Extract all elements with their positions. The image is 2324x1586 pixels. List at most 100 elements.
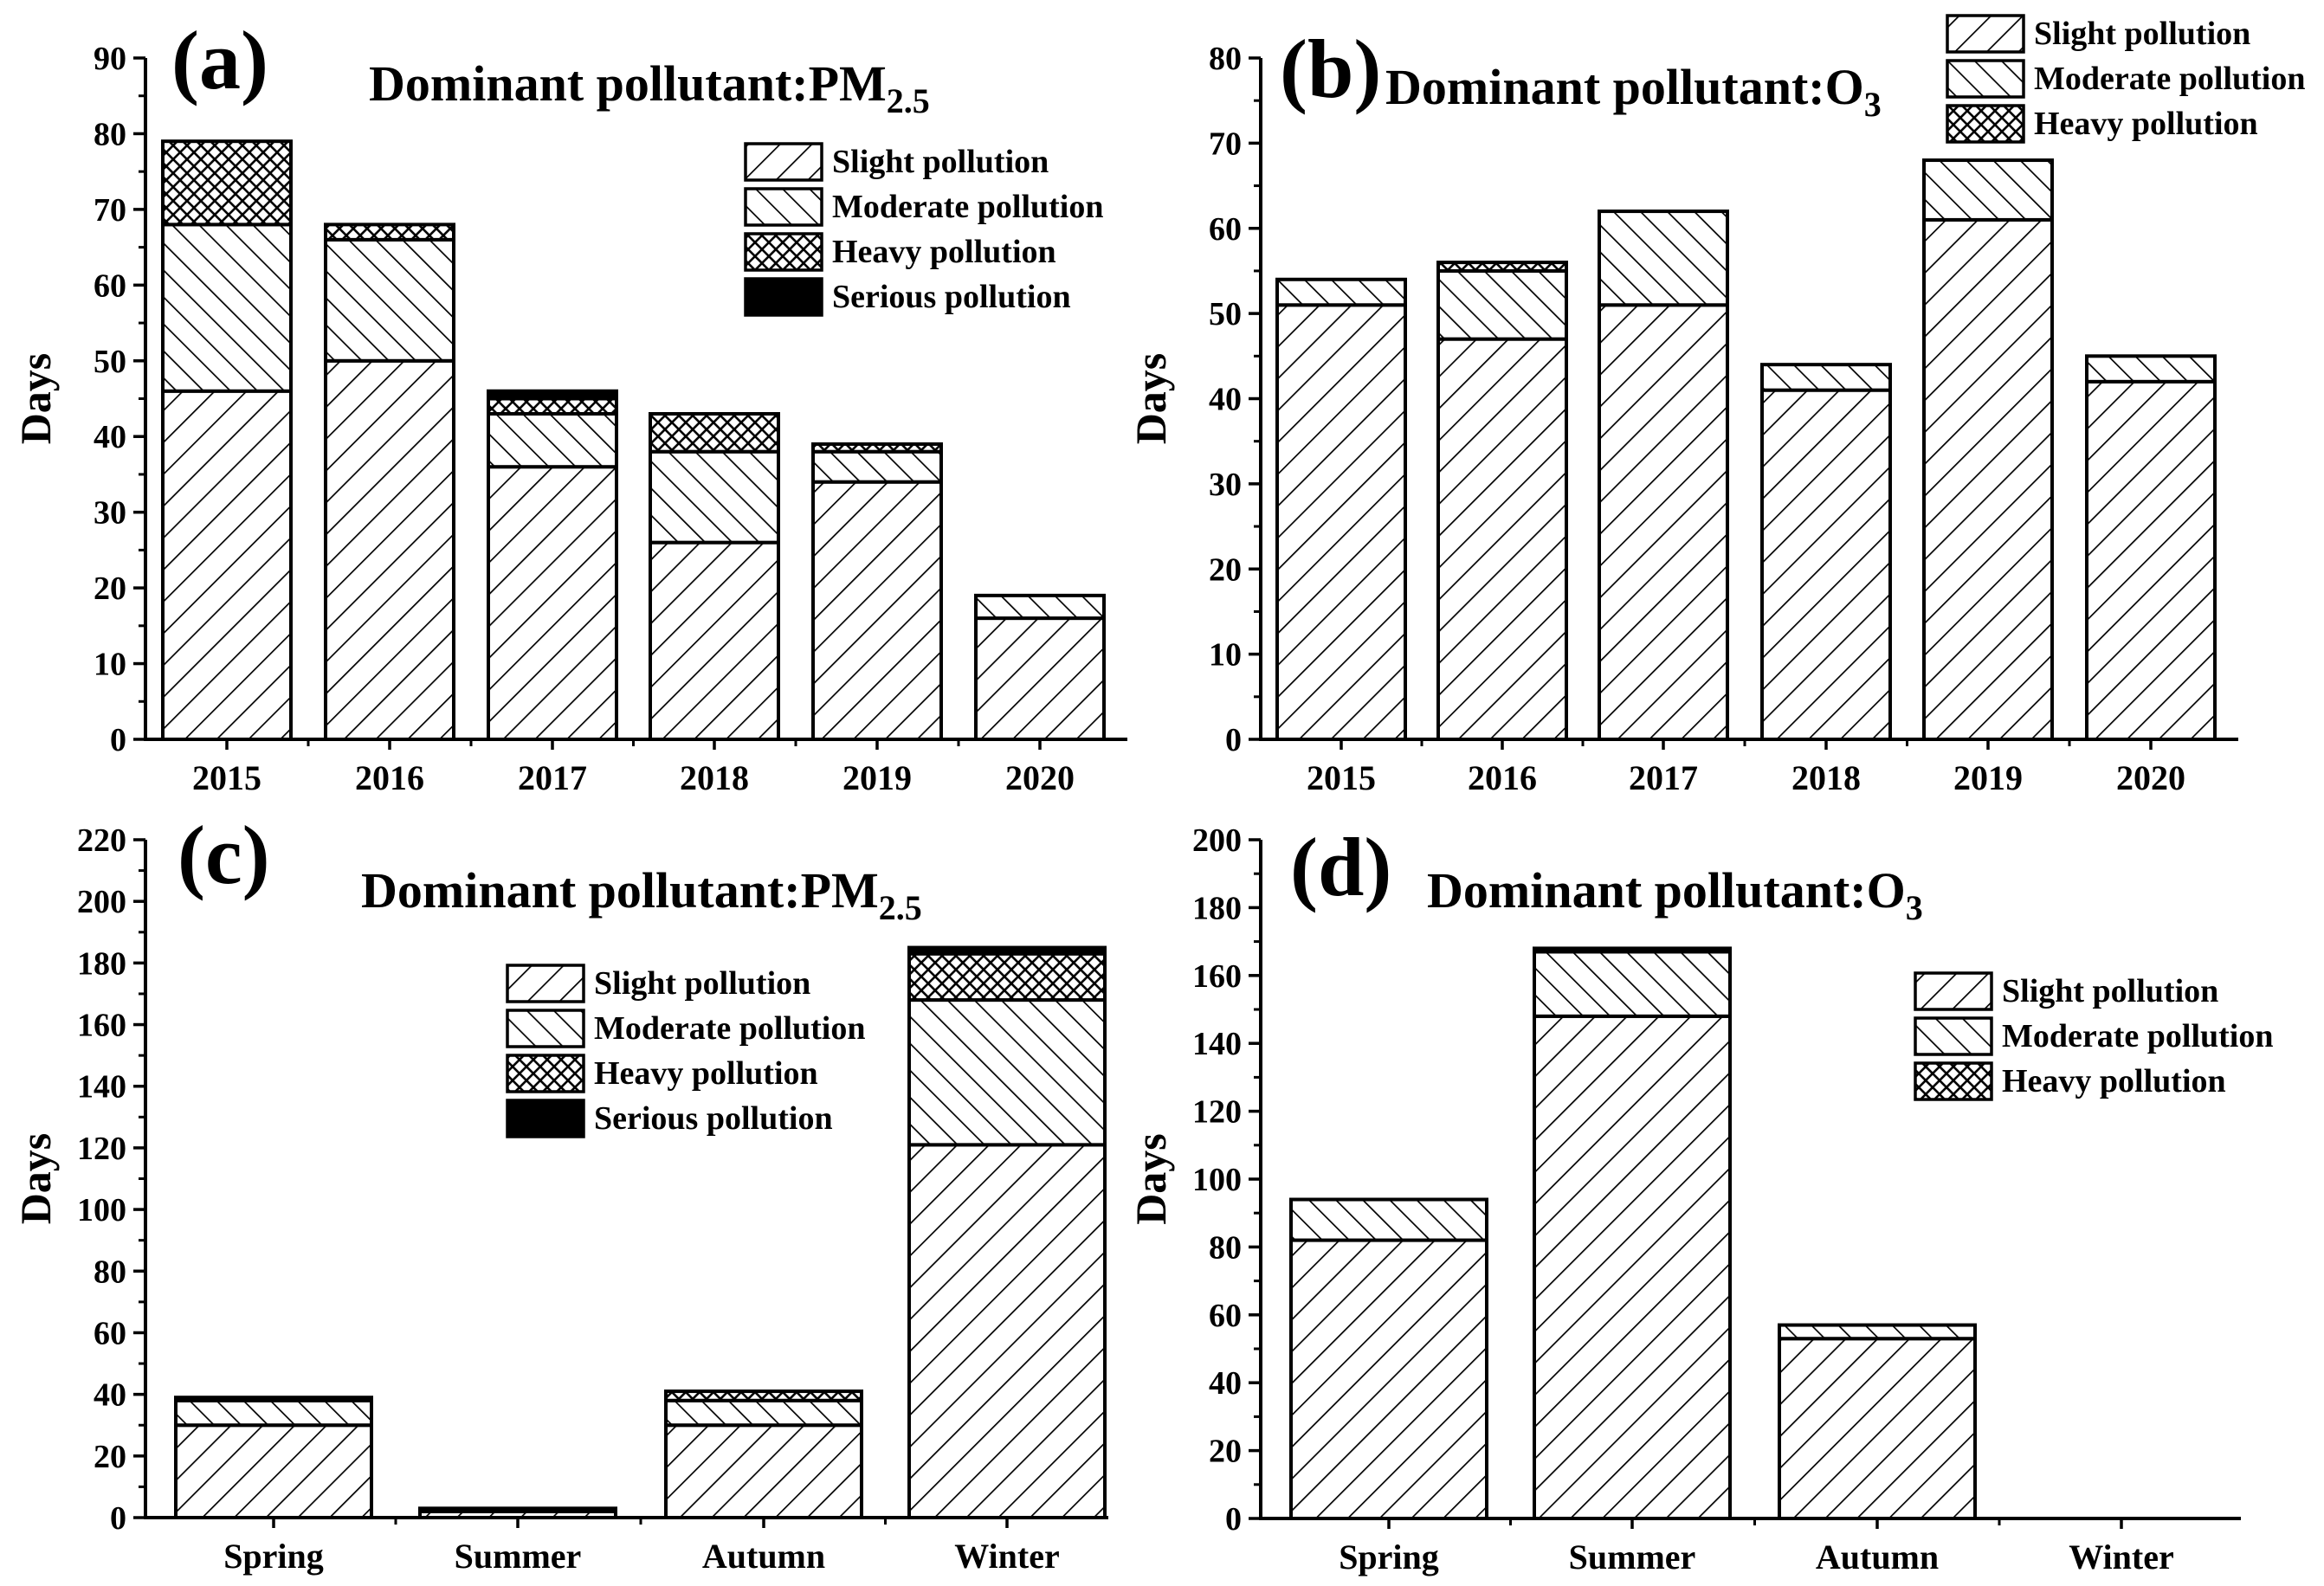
panel-d-legend-swatch-moderate-pollution bbox=[1914, 1016, 1993, 1056]
panel-c-legend-swatch-moderate-pollution bbox=[506, 1009, 585, 1048]
panel-b-x-tick-label: 2016 bbox=[1468, 758, 1537, 797]
panel-b-y-tick-label: 0 bbox=[1225, 722, 1242, 758]
panel-c-x-tick-label: Spring bbox=[223, 1537, 324, 1576]
panel-a-legend-swatch-slight-pollution bbox=[744, 142, 823, 182]
panel-d-x-tick-label: Autumn bbox=[1816, 1538, 1939, 1576]
panel-a-legend-swatch-moderate-pollution bbox=[744, 187, 823, 227]
panel-b-bar-2016-heavy-pollution bbox=[1436, 261, 1568, 273]
panel-a-title-main: Dominant pollutant:PM bbox=[369, 55, 887, 112]
panel-d-y-tick-label: 40 bbox=[1209, 1365, 1242, 1402]
panel-a-x-tick-label: 2015 bbox=[192, 758, 261, 797]
panel-b-title: Dominant pollutant:O3 bbox=[1385, 59, 1882, 124]
panel-b-axes: 0 10 20 30 40 50 60 70 80 2015 2016 2017 2018 2019 202… bbox=[1209, 41, 2238, 797]
panel-a-title-subscript: 2.5 bbox=[887, 81, 930, 120]
panel-a-bar-2020-moderate-pollution bbox=[974, 593, 1106, 621]
panel-c-bar-spring-moderate-pollution bbox=[174, 1398, 373, 1428]
panel-b-legend-entry-heavy-pollution: Heavy pollution bbox=[2034, 106, 2258, 142]
panel-d-legend: Slight pollution Moderate pollution Heavy … bbox=[1914, 971, 2273, 1101]
panel-d-title-subscript: 3 bbox=[1906, 888, 1923, 927]
panel-c-bar-summer-moderate-pollution bbox=[418, 1506, 617, 1513]
panel-a-bar-2018-slight-pollution bbox=[649, 540, 780, 742]
panel-c-title-subscript: 2.5 bbox=[879, 888, 922, 927]
panel-a-x-tick-label: 2018 bbox=[680, 758, 749, 797]
panel-b-y-axis-label: Days bbox=[1126, 353, 1175, 445]
panel-a-x-tick-label: 2020 bbox=[1005, 758, 1075, 797]
panel-a-label: (a) bbox=[171, 14, 268, 106]
panel-a-bar-2015-moderate-pollution bbox=[161, 222, 293, 393]
panel-c-bar-autumn-slight-pollution bbox=[664, 1423, 863, 1520]
panel-b-title-subscript: 3 bbox=[1864, 85, 1882, 124]
panel-d-y-tick-label: 60 bbox=[1209, 1298, 1242, 1334]
panel-c-x-tick-label: Autumn bbox=[702, 1537, 825, 1576]
panel-c-title: Dominant pollutant:PM2.5 bbox=[361, 862, 922, 927]
panel-a-bar-2019-moderate-pollution bbox=[811, 449, 943, 484]
panel-b-legend-swatch-moderate-pollution bbox=[1946, 59, 2025, 99]
panel-a-x-tick-label: 2019 bbox=[842, 758, 912, 797]
panel-b-legend-entry-slight-pollution: Slight pollution bbox=[2034, 16, 2250, 52]
panel-a-bar-2018-moderate-pollution bbox=[649, 449, 780, 545]
panel-c-bar-winter-serious-pollution bbox=[907, 945, 1107, 956]
panel-d-legend-entry-heavy-pollution: Heavy pollution bbox=[2002, 1063, 2226, 1099]
panel-a-y-tick-label: 60 bbox=[94, 268, 126, 304]
panel-a-bar-2017-serious-pollution bbox=[487, 389, 618, 401]
panel-b-x-tick-label: 2020 bbox=[2116, 758, 2185, 797]
panel-c-y-tick-label: 60 bbox=[94, 1315, 126, 1351]
panel-b-bar-2016-moderate-pollution bbox=[1436, 268, 1568, 341]
panel-a-bar-2015-heavy-pollution bbox=[161, 139, 293, 227]
panel-b-x-tick-label: 2015 bbox=[1307, 758, 1376, 797]
panel-b-y-tick-label: 20 bbox=[1209, 551, 1242, 588]
panel-b-bar-2015-slight-pollution bbox=[1275, 303, 1407, 741]
panel-d-bar-summer-moderate-pollution bbox=[1533, 950, 1732, 1018]
panel-c-legend-entry-moderate-pollution: Moderate pollution bbox=[594, 1010, 865, 1047]
panel-c-bar-winter-moderate-pollution bbox=[907, 998, 1107, 1147]
panel-c: 0 20 40 60 80 100 120 140 160 180 200 220 Spring Summ… bbox=[11, 809, 1108, 1576]
panel-a-legend-entry-heavy-pollution: Heavy pollution bbox=[832, 234, 1056, 270]
panel-d-legend-entry-moderate-pollution: Moderate pollution bbox=[2002, 1018, 2273, 1054]
panel-b-y-tick-label: 40 bbox=[1209, 382, 1242, 418]
panel-a-legend-swatch-serious-pollution bbox=[744, 277, 823, 317]
panel-a-title: Dominant pollutant:PM2.5 bbox=[369, 55, 930, 120]
panel-b-bar-2017-slight-pollution bbox=[1598, 303, 1729, 741]
panel-b-legend: Slight pollution Moderate pollution Heavy … bbox=[1946, 14, 2305, 144]
panel-b-title-main: Dominant pollutant:O bbox=[1385, 59, 1864, 115]
panel-a: 0 10 20 30 40 50 60 70 80 90 2015 2016 2017 2018 2019 2… bbox=[11, 14, 1127, 797]
panel-c-title-main: Dominant pollutant:PM bbox=[361, 862, 879, 919]
panel-a-y-tick-label: 40 bbox=[94, 419, 126, 455]
panel-d: 0 20 40 60 80 100 120 140 160 180 200 Spring Summer A… bbox=[1126, 821, 2273, 1576]
panel-a-y-tick-label: 70 bbox=[94, 192, 126, 229]
panel-b-bar-2018-moderate-pollution bbox=[1760, 363, 1892, 392]
panel-a-bar-2015-slight-pollution bbox=[161, 389, 293, 741]
panel-d-bar-spring-moderate-pollution bbox=[1289, 1197, 1488, 1242]
panel-d-legend-swatch-heavy-pollution bbox=[1914, 1061, 1993, 1101]
panel-d-legend-swatch-slight-pollution bbox=[1914, 971, 1993, 1011]
panel-a-x-tick-label: 2017 bbox=[518, 758, 587, 797]
panel-c-legend-entry-heavy-pollution: Heavy pollution bbox=[594, 1055, 818, 1092]
panel-b-legend-entry-moderate-pollution: Moderate pollution bbox=[2034, 61, 2305, 97]
panel-a-y-axis-label: Days bbox=[11, 353, 60, 445]
panel-c-bar-autumn-heavy-pollution bbox=[664, 1389, 863, 1402]
panel-b-y-tick-label: 80 bbox=[1209, 41, 1242, 77]
panel-b-y-tick-label: 30 bbox=[1209, 467, 1242, 503]
panel-a-bar-2016-moderate-pollution bbox=[324, 237, 455, 363]
panel-b-legend-swatch-heavy-pollution bbox=[1946, 104, 2025, 144]
panel-a-y-tick-label: 80 bbox=[94, 116, 126, 152]
panel-c-x-tick-label: Winter bbox=[954, 1537, 1059, 1576]
panel-a-legend-entry-slight-pollution: Slight pollution bbox=[832, 144, 1049, 180]
panel-a-y-tick-label: 90 bbox=[94, 41, 126, 77]
panel-b-bar-2019-moderate-pollution bbox=[1922, 158, 2054, 222]
panel-c-y-axis-label: Days bbox=[11, 1133, 60, 1225]
panel-a-bar-2019-heavy-pollution bbox=[811, 442, 943, 454]
panel-a-y-tick-label: 50 bbox=[94, 344, 126, 380]
panel-c-y-tick-label: 200 bbox=[77, 884, 126, 920]
panel-d-y-axis-label: Days bbox=[1126, 1133, 1175, 1225]
panel-c-legend-swatch-serious-pollution bbox=[506, 1099, 585, 1138]
panel-d-y-tick-label: 20 bbox=[1209, 1434, 1242, 1470]
panel-d-bar-summer-slight-pollution bbox=[1533, 1014, 1732, 1520]
panel-d-bar-autumn-slight-pollution bbox=[1778, 1337, 1977, 1520]
panel-a-y-tick-label: 10 bbox=[94, 647, 126, 683]
panel-a-x-tick-label: 2016 bbox=[355, 758, 424, 797]
panel-a-bar-2016-heavy-pollution bbox=[324, 222, 455, 242]
panel-b-bar-2016-slight-pollution bbox=[1436, 337, 1568, 741]
panel-b-label: (b) bbox=[1280, 23, 1381, 115]
